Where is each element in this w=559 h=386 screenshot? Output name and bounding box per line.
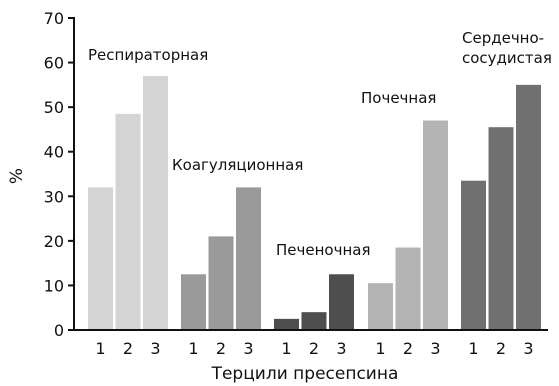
bar (329, 274, 354, 330)
y-tick-label: 40 (44, 143, 64, 162)
group-label: сосудистая (462, 49, 552, 67)
bar (181, 274, 206, 330)
x-tick-label: 2 (403, 339, 413, 358)
x-tick-label: 2 (309, 339, 319, 358)
group-label: Респираторная (88, 46, 208, 64)
x-tick-label: 1 (188, 339, 198, 358)
bar (516, 84, 541, 330)
bar (115, 113, 141, 330)
bar (395, 247, 421, 330)
x-tick-label: 3 (243, 339, 253, 358)
x-axis-label: Терцили пресепсина (211, 364, 399, 384)
x-tick-label: 2 (123, 339, 133, 358)
x-tick-label: 2 (216, 339, 226, 358)
y-axis: 0 10 20 30 40 50 60 70 (44, 9, 75, 340)
y-tick-label: 0 (54, 321, 64, 340)
x-tick-label: 2 (496, 339, 506, 358)
group-labels: Респираторная Коагуляционная Печеночная Поч… (88, 29, 552, 259)
x-tick-label: 3 (150, 339, 160, 358)
bar (423, 120, 448, 330)
x-tick-label: 3 (430, 339, 440, 358)
y-tick-label: 70 (44, 9, 64, 28)
y-tick-label: 60 (44, 54, 64, 73)
y-tick-label: 30 (44, 187, 64, 206)
bar (488, 127, 514, 330)
y-axis-label: % (7, 168, 27, 184)
group-label: Почечная (361, 89, 436, 107)
bar (236, 187, 261, 330)
bar (461, 180, 486, 330)
x-tick-label: 3 (523, 339, 533, 358)
bars (88, 75, 541, 330)
y-tick-label: 20 (44, 232, 64, 251)
bar (274, 318, 299, 330)
bar (88, 187, 113, 330)
bar (208, 236, 234, 330)
group-label: Сердечно- (462, 29, 544, 47)
bar (301, 312, 327, 330)
x-tick-label: 1 (375, 339, 385, 358)
y-tick-label: 50 (44, 98, 64, 117)
y-tick-label: 10 (44, 276, 64, 295)
x-tick-label: 3 (336, 339, 346, 358)
group-label: Печеночная (276, 241, 370, 259)
bar (368, 283, 393, 330)
x-tick-label: 1 (468, 339, 478, 358)
bar (143, 75, 168, 330)
x-tick-label: 1 (281, 339, 291, 358)
group-label: Коагуляционная (172, 156, 303, 174)
x-tick-label: 1 (95, 339, 105, 358)
